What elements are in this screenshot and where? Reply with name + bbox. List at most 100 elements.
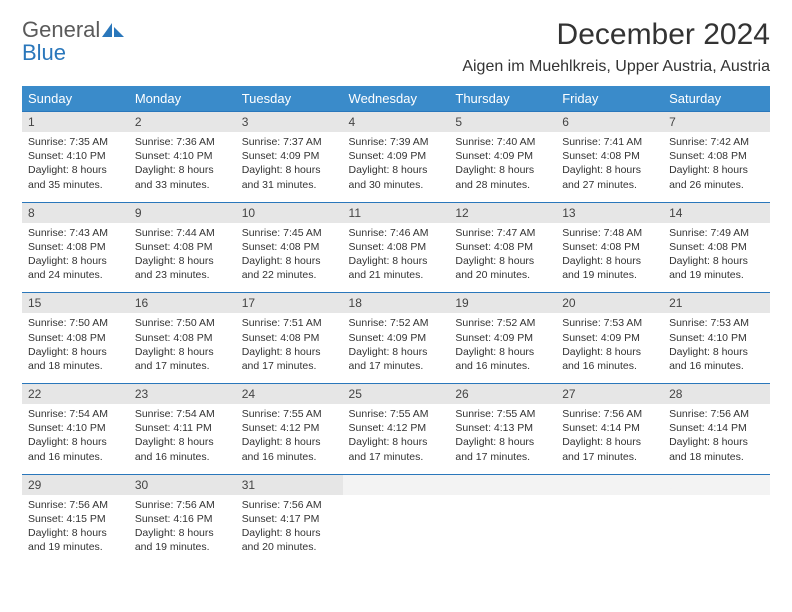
sunrise-text: Sunrise: 7:41 AM bbox=[562, 135, 657, 149]
day-cell: 21Sunrise: 7:53 AMSunset: 4:10 PMDayligh… bbox=[663, 293, 770, 384]
sunrise-text: Sunrise: 7:50 AM bbox=[135, 316, 230, 330]
day-body: Sunrise: 7:51 AMSunset: 4:08 PMDaylight:… bbox=[236, 313, 343, 383]
daylight-line1: Daylight: 8 hours bbox=[242, 163, 337, 177]
week-row: 15Sunrise: 7:50 AMSunset: 4:08 PMDayligh… bbox=[22, 293, 770, 384]
daylight-line1: Daylight: 8 hours bbox=[135, 254, 230, 268]
daylight-line1: Daylight: 8 hours bbox=[349, 345, 444, 359]
day-body: Sunrise: 7:49 AMSunset: 4:08 PMDaylight:… bbox=[663, 223, 770, 293]
sunset-text: Sunset: 4:08 PM bbox=[135, 331, 230, 345]
daylight-line1: Daylight: 8 hours bbox=[562, 345, 657, 359]
sunset-text: Sunset: 4:08 PM bbox=[562, 149, 657, 163]
dow-wednesday: Wednesday bbox=[343, 86, 450, 112]
day-number: 29 bbox=[22, 475, 129, 495]
sunrise-text: Sunrise: 7:50 AM bbox=[28, 316, 123, 330]
week-row: 29Sunrise: 7:56 AMSunset: 4:15 PMDayligh… bbox=[22, 474, 770, 564]
daylight-line1: Daylight: 8 hours bbox=[135, 435, 230, 449]
day-body: Sunrise: 7:56 AMSunset: 4:16 PMDaylight:… bbox=[129, 495, 236, 565]
day-body: Sunrise: 7:56 AMSunset: 4:14 PMDaylight:… bbox=[556, 404, 663, 474]
day-number: 11 bbox=[343, 203, 450, 223]
month-title: December 2024 bbox=[462, 18, 770, 52]
day-number: 13 bbox=[556, 203, 663, 223]
day-cell: 17Sunrise: 7:51 AMSunset: 4:08 PMDayligh… bbox=[236, 293, 343, 384]
daylight-line2: and 17 minutes. bbox=[349, 359, 444, 373]
day-number: 30 bbox=[129, 475, 236, 495]
day-body-empty bbox=[449, 495, 556, 543]
sunset-text: Sunset: 4:10 PM bbox=[28, 149, 123, 163]
logo: General Blue bbox=[22, 18, 124, 64]
day-number: 20 bbox=[556, 293, 663, 313]
sunrise-text: Sunrise: 7:54 AM bbox=[135, 407, 230, 421]
logo-text: General Blue bbox=[22, 18, 124, 64]
daylight-line1: Daylight: 8 hours bbox=[242, 435, 337, 449]
daylight-line2: and 19 minutes. bbox=[562, 268, 657, 282]
day-cell: 31Sunrise: 7:56 AMSunset: 4:17 PMDayligh… bbox=[236, 474, 343, 564]
sunset-text: Sunset: 4:08 PM bbox=[135, 240, 230, 254]
day-body: Sunrise: 7:43 AMSunset: 4:08 PMDaylight:… bbox=[22, 223, 129, 293]
day-body-empty bbox=[556, 495, 663, 543]
day-number: 22 bbox=[22, 384, 129, 404]
sunrise-text: Sunrise: 7:54 AM bbox=[28, 407, 123, 421]
day-cell: 22Sunrise: 7:54 AMSunset: 4:10 PMDayligh… bbox=[22, 384, 129, 475]
sunrise-text: Sunrise: 7:49 AM bbox=[669, 226, 764, 240]
day-number: 14 bbox=[663, 203, 770, 223]
header: General Blue December 2024 Aigen im Mueh… bbox=[22, 18, 770, 76]
day-number: 15 bbox=[22, 293, 129, 313]
day-cell: 15Sunrise: 7:50 AMSunset: 4:08 PMDayligh… bbox=[22, 293, 129, 384]
daylight-line2: and 19 minutes. bbox=[669, 268, 764, 282]
day-number: 25 bbox=[343, 384, 450, 404]
daylight-line1: Daylight: 8 hours bbox=[242, 526, 337, 540]
daylight-line2: and 26 minutes. bbox=[669, 178, 764, 192]
sunrise-text: Sunrise: 7:35 AM bbox=[28, 135, 123, 149]
daylight-line2: and 16 minutes. bbox=[455, 359, 550, 373]
day-number: 9 bbox=[129, 203, 236, 223]
day-body-empty bbox=[663, 495, 770, 543]
week-row: 1Sunrise: 7:35 AMSunset: 4:10 PMDaylight… bbox=[22, 112, 770, 203]
daylight-line1: Daylight: 8 hours bbox=[349, 163, 444, 177]
day-cell: 16Sunrise: 7:50 AMSunset: 4:08 PMDayligh… bbox=[129, 293, 236, 384]
day-cell: 19Sunrise: 7:52 AMSunset: 4:09 PMDayligh… bbox=[449, 293, 556, 384]
day-body: Sunrise: 7:50 AMSunset: 4:08 PMDaylight:… bbox=[129, 313, 236, 383]
day-of-week-row: Sunday Monday Tuesday Wednesday Thursday… bbox=[22, 86, 770, 112]
sunrise-text: Sunrise: 7:40 AM bbox=[455, 135, 550, 149]
day-cell: . bbox=[663, 474, 770, 564]
day-body: Sunrise: 7:50 AMSunset: 4:08 PMDaylight:… bbox=[22, 313, 129, 383]
daylight-line2: and 16 minutes. bbox=[242, 450, 337, 464]
sunset-text: Sunset: 4:08 PM bbox=[349, 240, 444, 254]
daylight-line1: Daylight: 8 hours bbox=[669, 435, 764, 449]
sunset-text: Sunset: 4:14 PM bbox=[669, 421, 764, 435]
daylight-line2: and 23 minutes. bbox=[135, 268, 230, 282]
daylight-line2: and 31 minutes. bbox=[242, 178, 337, 192]
day-number: 27 bbox=[556, 384, 663, 404]
sunset-text: Sunset: 4:09 PM bbox=[455, 149, 550, 163]
day-cell: 27Sunrise: 7:56 AMSunset: 4:14 PMDayligh… bbox=[556, 384, 663, 475]
day-body: Sunrise: 7:55 AMSunset: 4:12 PMDaylight:… bbox=[343, 404, 450, 474]
day-body: Sunrise: 7:54 AMSunset: 4:11 PMDaylight:… bbox=[129, 404, 236, 474]
dow-saturday: Saturday bbox=[663, 86, 770, 112]
day-body: Sunrise: 7:52 AMSunset: 4:09 PMDaylight:… bbox=[343, 313, 450, 383]
day-number: 4 bbox=[343, 112, 450, 132]
day-number: 8 bbox=[22, 203, 129, 223]
sunset-text: Sunset: 4:10 PM bbox=[135, 149, 230, 163]
day-number-empty: . bbox=[343, 475, 450, 495]
day-cell: . bbox=[449, 474, 556, 564]
dow-monday: Monday bbox=[129, 86, 236, 112]
day-cell: 3Sunrise: 7:37 AMSunset: 4:09 PMDaylight… bbox=[236, 112, 343, 203]
day-cell: . bbox=[343, 474, 450, 564]
sunset-text: Sunset: 4:10 PM bbox=[669, 331, 764, 345]
daylight-line1: Daylight: 8 hours bbox=[562, 163, 657, 177]
daylight-line2: and 16 minutes. bbox=[135, 450, 230, 464]
day-body: Sunrise: 7:56 AMSunset: 4:15 PMDaylight:… bbox=[22, 495, 129, 565]
sunset-text: Sunset: 4:08 PM bbox=[562, 240, 657, 254]
day-cell: 2Sunrise: 7:36 AMSunset: 4:10 PMDaylight… bbox=[129, 112, 236, 203]
sunrise-text: Sunrise: 7:56 AM bbox=[242, 498, 337, 512]
day-cell: . bbox=[556, 474, 663, 564]
daylight-line1: Daylight: 8 hours bbox=[669, 345, 764, 359]
dow-tuesday: Tuesday bbox=[236, 86, 343, 112]
day-number: 28 bbox=[663, 384, 770, 404]
day-cell: 9Sunrise: 7:44 AMSunset: 4:08 PMDaylight… bbox=[129, 202, 236, 293]
day-number-empty: . bbox=[663, 475, 770, 495]
day-cell: 8Sunrise: 7:43 AMSunset: 4:08 PMDaylight… bbox=[22, 202, 129, 293]
day-body: Sunrise: 7:55 AMSunset: 4:13 PMDaylight:… bbox=[449, 404, 556, 474]
dow-friday: Friday bbox=[556, 86, 663, 112]
daylight-line2: and 19 minutes. bbox=[135, 540, 230, 554]
